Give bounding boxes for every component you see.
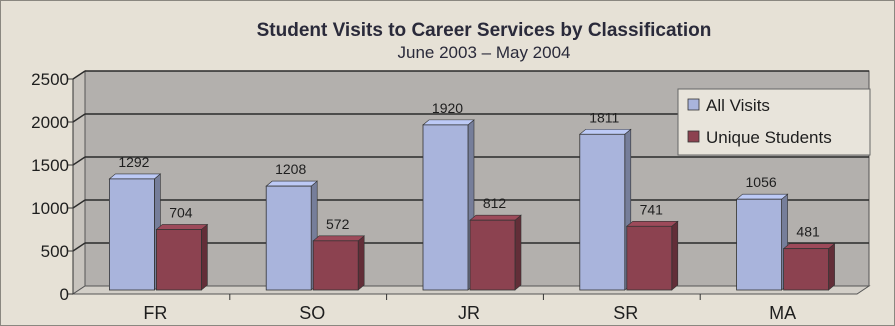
gridline-side <box>72 242 86 252</box>
y-tick-label: 1500 <box>31 156 69 175</box>
bar-side <box>201 223 208 291</box>
bar-side <box>357 235 365 291</box>
bar-top <box>625 220 679 227</box>
legend-swatch <box>687 130 700 143</box>
plot-side-wall <box>72 70 86 295</box>
bar-all-visits <box>579 133 626 291</box>
bar-top <box>735 193 789 200</box>
y-tick-label: 0 <box>60 285 69 304</box>
bar-top <box>422 119 475 126</box>
legend-label: Unique Students <box>706 128 832 147</box>
legend-label: All Visits <box>706 96 770 115</box>
gridline-side <box>72 70 86 80</box>
x-tick-label: MA <box>769 303 796 323</box>
bar-all-visits <box>265 185 312 291</box>
x-tick-label: SR <box>613 303 638 323</box>
legend-swatch <box>687 98 700 111</box>
data-label: 812 <box>483 195 507 211</box>
bar-all-visits <box>736 198 782 291</box>
bar-top <box>578 128 632 135</box>
data-label: 1811 <box>589 109 619 125</box>
bar-unique-students <box>783 248 829 291</box>
y-tick-label: 2000 <box>31 113 69 132</box>
bar-unique-students <box>469 219 516 291</box>
data-label: 1920 <box>432 100 463 116</box>
bar-top <box>312 235 366 242</box>
data-label: 704 <box>169 204 193 220</box>
x-tick-label: JR <box>458 303 480 323</box>
gridline-side <box>72 156 86 166</box>
bar-side <box>828 242 835 291</box>
x-tick-label: FR <box>143 303 167 323</box>
data-label: 1292 <box>118 154 149 170</box>
data-label: 1208 <box>275 161 306 177</box>
bar-all-visits <box>109 178 155 291</box>
chart-title: Student Visits to Career Services by Cla… <box>257 20 712 41</box>
bar-top <box>469 214 522 221</box>
bar-unique-students <box>626 225 673 291</box>
bar-unique-students <box>312 240 359 291</box>
y-tick-label: 1000 <box>31 199 69 218</box>
bar-side <box>671 220 679 291</box>
y-tick-label: 500 <box>41 242 69 261</box>
gridline-side <box>72 113 86 123</box>
x-tick-label: SO <box>299 303 325 323</box>
data-label: 481 <box>796 224 820 240</box>
bar-top <box>155 224 209 230</box>
y-tick-label: 2500 <box>31 70 69 89</box>
data-label: 1056 <box>746 174 777 190</box>
legend-box <box>677 88 871 156</box>
bar-unique-students <box>155 229 202 291</box>
bar-top <box>108 173 162 180</box>
bar-all-visits <box>422 124 469 291</box>
bar-side <box>514 214 522 291</box>
data-label: 741 <box>640 201 664 217</box>
legend: All Visits Unique Students <box>677 88 871 156</box>
data-label: 572 <box>326 216 350 232</box>
gridline-side <box>72 199 86 209</box>
bar-top <box>782 243 836 249</box>
chart-subtitle: June 2003 – May 2004 <box>398 43 571 62</box>
bar-top <box>265 180 319 187</box>
